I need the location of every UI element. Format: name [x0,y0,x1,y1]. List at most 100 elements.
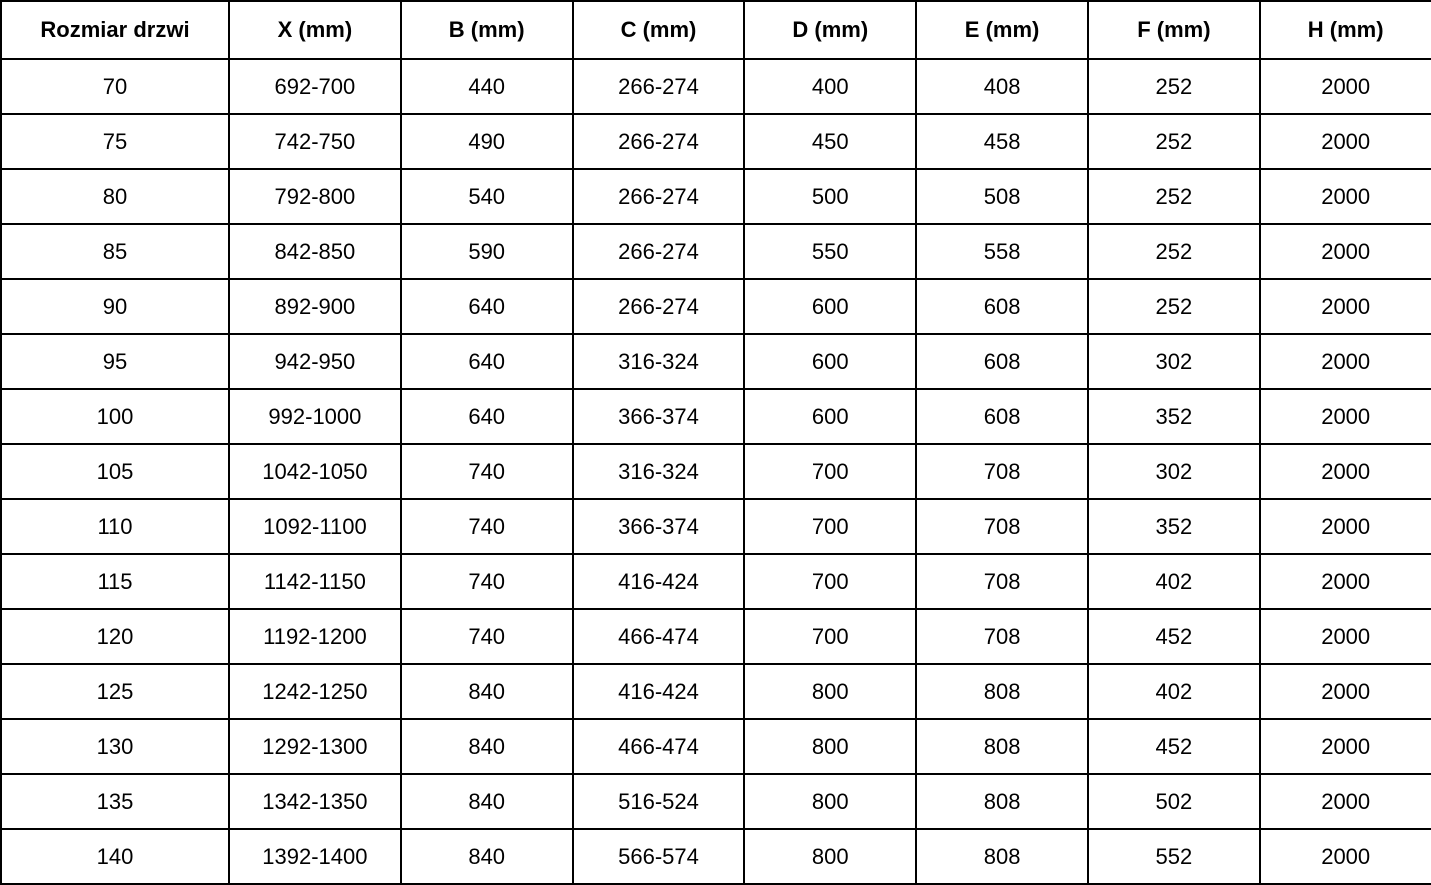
table-cell: 366-374 [571,498,746,555]
table-cell: 266-274 [571,278,746,335]
table-row: 110 1092-1100 740 366-374 700 708 352 2000 [0,498,1431,555]
table-row: 75 742-750 490 266-274 450 458 252 2000 [0,113,1431,170]
table-cell: 590 [399,223,574,280]
table-row: 95 942-950 640 316-324 600 608 302 2000 [0,333,1431,390]
table-cell: 608 [915,278,1089,335]
table-cell: 110 [0,498,230,555]
column-header-f-mm: F (mm) [1086,0,1261,60]
table-cell: 440 [399,58,574,115]
table-cell: 352 [1086,388,1261,445]
table-cell: 800 [743,663,918,720]
table-cell: 2000 [1258,58,1431,115]
table-cell: 842-850 [228,223,402,280]
table-cell: 800 [743,718,918,775]
table-cell: 452 [1086,718,1261,775]
table-cell: 2000 [1258,773,1431,830]
table-cell: 2000 [1258,278,1431,335]
table-cell: 992-1000 [228,388,402,445]
table-cell: 516-524 [571,773,746,830]
table-cell: 1342-1350 [228,773,402,830]
table-cell: 130 [0,718,230,775]
table-cell: 792-800 [228,168,402,225]
table-cell: 1042-1050 [228,443,402,500]
header-row: Rozmiar drzwi X (mm) B (mm) C (mm) D (mm) E (… [0,0,1431,60]
table-cell: 75 [0,113,230,170]
table-cell: 2000 [1258,828,1431,885]
table-cell: 450 [743,113,918,170]
table-row: 130 1292-1300 840 466-474 800 808 452 2000 [0,718,1431,775]
table-header: Rozmiar drzwi X (mm) B (mm) C (mm) D (mm) E (… [0,0,1431,60]
column-header-b-mm: B (mm) [399,0,574,60]
table-row: 115 1142-1150 740 416-424 700 708 402 2000 [0,553,1431,610]
table-row: 120 1192-1200 740 466-474 700 708 452 2000 [0,608,1431,665]
table-cell: 502 [1086,773,1261,830]
table-cell: 266-274 [571,168,746,225]
table-cell: 708 [915,553,1089,610]
table-cell: 552 [1086,828,1261,885]
table-cell: 458 [915,113,1089,170]
table-cell: 2000 [1258,388,1431,445]
table-cell: 120 [0,608,230,665]
table-cell: 490 [399,113,574,170]
table-cell: 840 [399,828,574,885]
table-cell: 1192-1200 [228,608,402,665]
table-cell: 252 [1086,113,1261,170]
table-cell: 942-950 [228,333,402,390]
table-cell: 105 [0,443,230,500]
table-cell: 808 [915,663,1089,720]
table-cell: 708 [915,608,1089,665]
column-header-rozmiar-drzwi: Rozmiar drzwi [0,0,230,60]
table-cell: 2000 [1258,113,1431,170]
table-cell: 2000 [1258,333,1431,390]
table-cell: 800 [743,773,918,830]
table-cell: 1092-1100 [228,498,402,555]
table-row: 140 1392-1400 840 566-574 800 808 552 2000 [0,828,1431,885]
table-cell: 252 [1086,223,1261,280]
table-cell: 2000 [1258,168,1431,225]
table-row: 70 692-700 440 266-274 400 408 252 2000 [0,58,1431,115]
table-cell: 252 [1086,278,1261,335]
table-cell: 266-274 [571,223,746,280]
table-cell: 302 [1086,443,1261,500]
table-cell: 402 [1086,553,1261,610]
table-cell: 808 [915,828,1089,885]
table-cell: 2000 [1258,223,1431,280]
table-cell: 266-274 [571,113,746,170]
table-cell: 416-424 [571,663,746,720]
table-cell: 90 [0,278,230,335]
column-header-h-mm: H (mm) [1258,0,1431,60]
table-row: 105 1042-1050 740 316-324 700 708 302 2000 [0,443,1431,500]
table-cell: 800 [743,828,918,885]
table-cell: 366-374 [571,388,746,445]
table-cell: 316-324 [571,333,746,390]
table-cell: 95 [0,333,230,390]
table-cell: 740 [399,608,574,665]
table-cell: 352 [1086,498,1261,555]
table-cell: 2000 [1258,608,1431,665]
table-cell: 840 [399,773,574,830]
table-body: 70 692-700 440 266-274 400 408 252 2000 75 742-75… [0,58,1431,885]
table-cell: 550 [743,223,918,280]
column-header-d-mm: D (mm) [743,0,918,60]
table-cell: 742-750 [228,113,402,170]
table-cell: 640 [399,278,574,335]
table-cell: 115 [0,553,230,610]
table-cell: 402 [1086,663,1261,720]
table-cell: 2000 [1258,443,1431,500]
table-cell: 400 [743,58,918,115]
table-cell: 2000 [1258,498,1431,555]
table-cell: 692-700 [228,58,402,115]
table-cell: 500 [743,168,918,225]
table-cell: 316-324 [571,443,746,500]
table-row: 125 1242-1250 840 416-424 800 808 402 2000 [0,663,1431,720]
table-cell: 452 [1086,608,1261,665]
table-cell: 302 [1086,333,1261,390]
table-cell: 2000 [1258,553,1431,610]
table-cell: 416-424 [571,553,746,610]
table-cell: 266-274 [571,58,746,115]
table-cell: 558 [915,223,1089,280]
table-cell: 125 [0,663,230,720]
table-cell: 700 [743,553,918,610]
table-cell: 252 [1086,168,1261,225]
table-cell: 135 [0,773,230,830]
